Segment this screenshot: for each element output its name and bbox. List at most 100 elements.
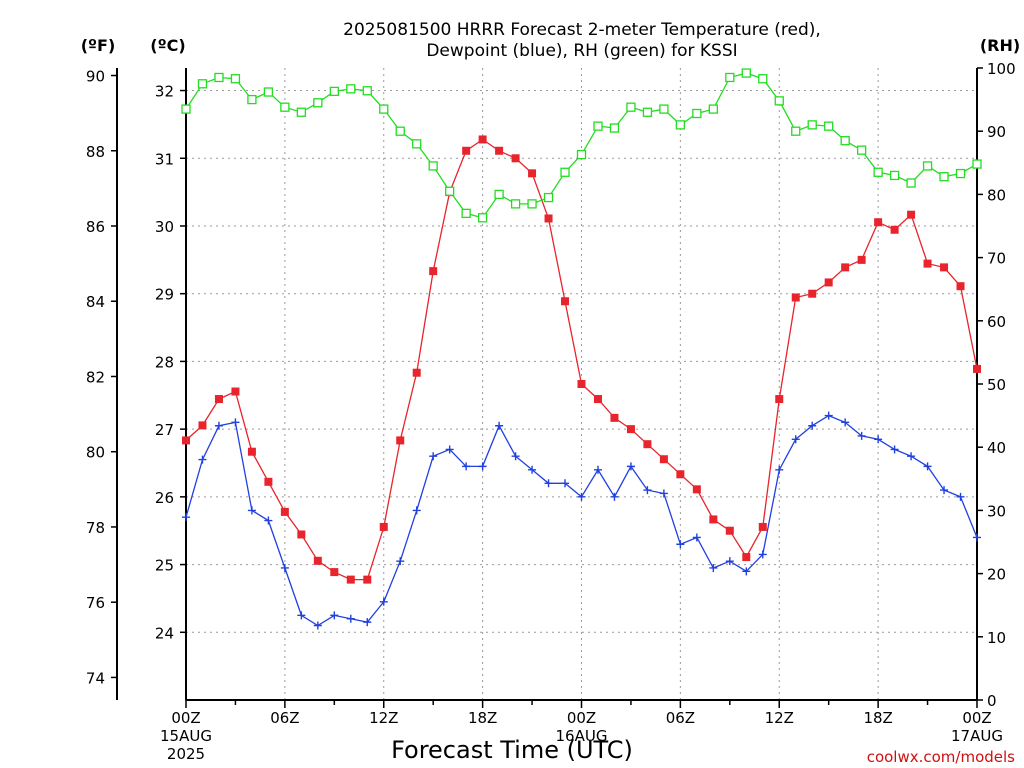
data-point [940, 486, 949, 495]
data-point [725, 72, 735, 83]
data-point [412, 506, 421, 515]
data-point [231, 387, 240, 396]
fahrenheit-tick-label: 86 [86, 218, 105, 236]
celsius-axis: 24 25 26 27 28 29 30 31 32 [155, 83, 186, 642]
time-tick-label: 06Z [666, 709, 695, 727]
rh-tick-label: 90 [987, 123, 1006, 141]
celsius-tick-label: 27 [155, 421, 174, 439]
data-point [247, 94, 257, 105]
data-point [379, 597, 388, 606]
data-point [610, 492, 619, 501]
data-point [692, 485, 701, 494]
time-tick-date: 16AUG [556, 727, 608, 745]
data-point [956, 492, 965, 501]
credit-text: coolwx.com/models [867, 748, 1015, 766]
data-point [907, 452, 916, 461]
data-point [922, 161, 933, 171]
data-point [379, 522, 388, 531]
data-series [181, 68, 982, 630]
data-point [708, 104, 718, 114]
data-point [445, 445, 454, 454]
data-point [973, 533, 981, 542]
data-point [561, 297, 570, 306]
time-tick-label: 12Z [369, 709, 398, 727]
data-point [462, 462, 471, 471]
celsius-tick-label: 26 [155, 489, 174, 507]
data-point [346, 575, 355, 584]
data-point [477, 213, 488, 223]
data-point [593, 395, 602, 404]
data-point [280, 563, 289, 572]
rh-tick-label: 50 [987, 376, 1006, 394]
rh-tick-label: 20 [987, 566, 1006, 584]
data-point [841, 418, 850, 427]
data-point [198, 455, 207, 464]
data-point [659, 104, 669, 114]
data-point [857, 431, 866, 440]
data-point [593, 121, 603, 131]
chart-title-line2: Dewpoint (blue), RH (green) for KSSI [426, 41, 737, 61]
rh-tick-label: 10 [987, 629, 1006, 647]
data-point [741, 68, 751, 78]
data-point [330, 568, 339, 577]
fahrenheit-tick-label: 78 [86, 519, 105, 537]
fahrenheit-tick-label: 82 [86, 368, 105, 386]
time-tick-year: 2025 [167, 745, 205, 763]
data-point [676, 470, 685, 479]
fahrenheit-tick-label: 90 [86, 68, 105, 86]
data-point [676, 540, 685, 549]
data-point [973, 364, 981, 373]
data-point [478, 135, 487, 144]
data-point [890, 225, 899, 234]
data-point [626, 425, 635, 434]
rh-tick-label: 30 [987, 502, 1006, 520]
data-point [544, 479, 553, 488]
celsius-tick-label: 28 [155, 353, 174, 371]
celsius-tick-label: 29 [155, 286, 174, 304]
time-tick-label: 00Z [171, 709, 200, 727]
data-point [264, 516, 273, 525]
data-point [543, 192, 554, 203]
data-point [429, 267, 438, 276]
data-point [758, 522, 767, 531]
data-point [907, 210, 916, 219]
data-point [742, 567, 751, 576]
data-point [560, 167, 570, 177]
data-point [857, 255, 866, 264]
fahrenheit-axis: 74 76 78 80 82 84 86 88 90 [86, 68, 117, 687]
data-point [874, 435, 883, 444]
data-point [395, 126, 405, 136]
data-point [495, 146, 504, 155]
data-point [396, 436, 405, 445]
data-point [462, 146, 471, 155]
data-point [824, 411, 833, 420]
data-point [363, 575, 372, 584]
data-point [873, 167, 883, 177]
data-point [725, 526, 734, 535]
rh-tick-label: 100 [987, 60, 1016, 78]
data-point [791, 435, 800, 444]
data-point [247, 447, 256, 456]
data-point [297, 611, 306, 620]
data-point [528, 465, 537, 474]
data-point [346, 614, 355, 623]
data-point [659, 455, 668, 464]
celsius-tick-label: 30 [155, 218, 174, 236]
data-point [181, 104, 191, 114]
data-point [561, 479, 570, 488]
data-point [329, 86, 339, 97]
data-point [923, 462, 932, 471]
data-point [445, 186, 455, 196]
data-point [528, 169, 537, 178]
time-tick-label: 00Z [962, 709, 991, 727]
data-point [330, 611, 339, 620]
data-point [362, 86, 372, 96]
data-point [939, 172, 949, 182]
data-point [363, 618, 372, 627]
fahrenheit-tick-label: 76 [86, 594, 105, 612]
data-point [494, 189, 504, 200]
data-point [889, 170, 900, 181]
rh-tick-label: 80 [987, 186, 1006, 204]
data-point [906, 178, 916, 188]
